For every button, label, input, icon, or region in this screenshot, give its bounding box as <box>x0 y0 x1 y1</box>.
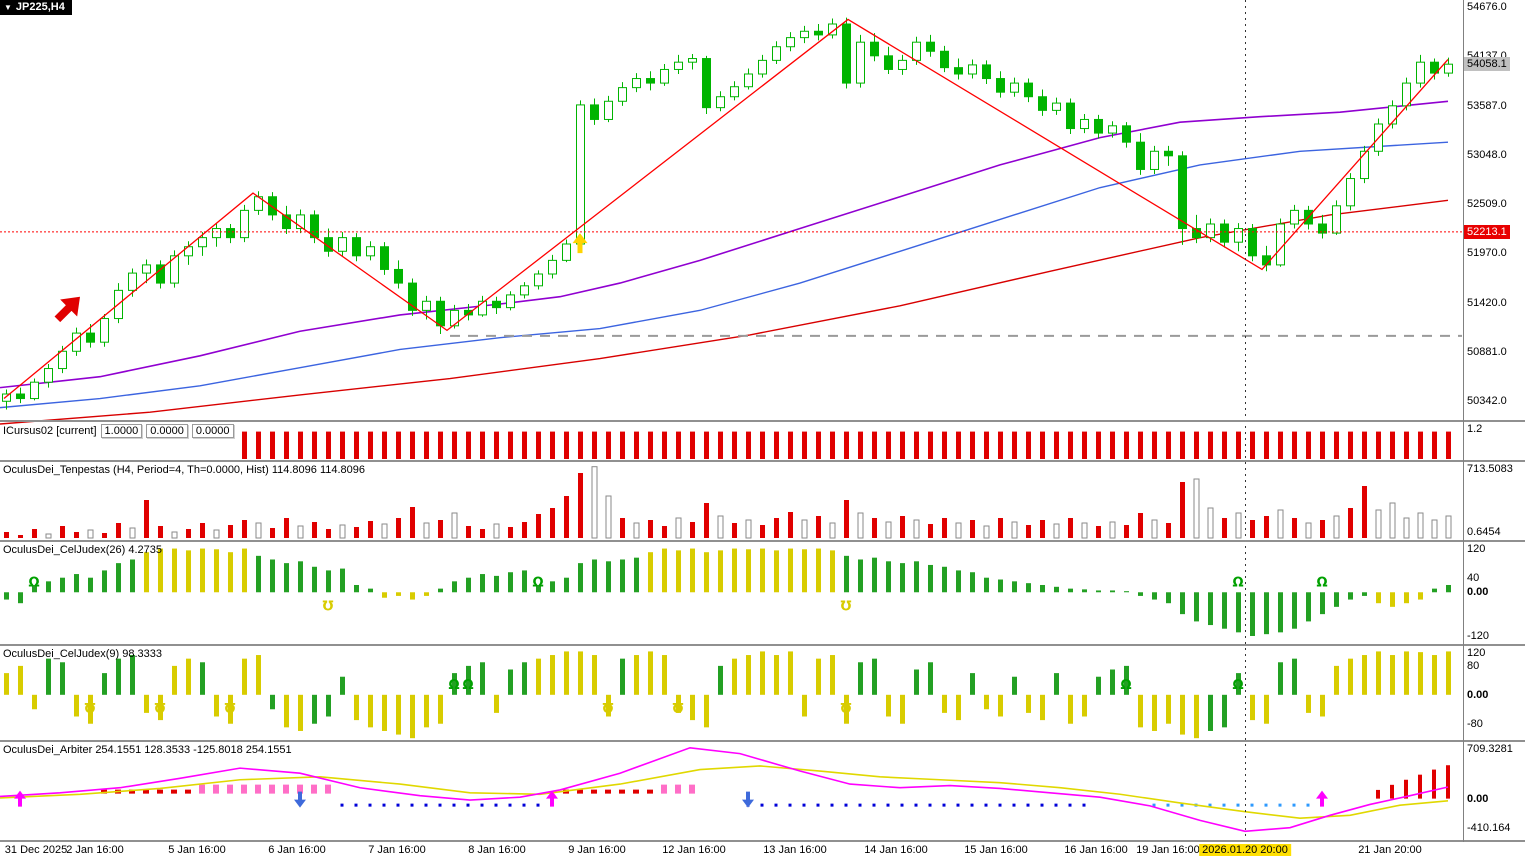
tenpestas-histogram-layer <box>4 466 1452 539</box>
signal-u-icon: Ω <box>840 699 851 714</box>
blue-down-arrow-icon <box>742 791 754 808</box>
candles-layer <box>2 17 1453 410</box>
icursus-histogram-layer <box>242 431 1451 459</box>
blue-down-arrow-icon <box>294 791 306 808</box>
moving-averages-layer <box>0 100 1449 425</box>
panel-separator <box>0 540 1525 542</box>
celjudex9-layer: Ω Ω Ω ΩΩ Ω Ω Ω Ω Ω <box>4 651 1451 739</box>
signal-omega-icon: Ω <box>532 575 543 590</box>
signal-u-icon: Ω <box>224 699 235 714</box>
celjudex26-layer: Ω Ω Ω Ω Ω Ω <box>4 548 1451 636</box>
magenta-up-arrow-icon <box>546 790 558 807</box>
signal-omega-icon: Ω <box>462 678 473 693</box>
red-upright-arrow-icon <box>54 296 80 323</box>
signal-u-icon: Ω <box>602 699 613 714</box>
magenta-up-arrow-icon <box>1316 790 1328 807</box>
signal-u-icon: Ω <box>84 699 95 714</box>
panel-separator <box>0 840 1525 842</box>
signal-omega-icon: Ω <box>28 575 39 590</box>
signal-u-icon: Ω <box>154 699 165 714</box>
panel-separator <box>0 644 1525 646</box>
signal-omega-icon: Ω <box>1316 575 1327 590</box>
arbiter-layer <box>0 746 1450 833</box>
zigzag-layer <box>3 18 1449 400</box>
signal-omega-icon: Ω <box>1120 678 1131 693</box>
signal-omega-icon: Ω <box>1232 678 1243 693</box>
signal-omega-icon: Ω <box>1232 575 1243 590</box>
signal-u-icon: Ω <box>672 699 683 714</box>
panel-separator <box>0 420 1525 422</box>
magenta-up-arrow-icon <box>14 790 26 807</box>
signal-u-icon: Ω <box>840 596 851 611</box>
yellow-up-arrow-icon <box>572 233 588 254</box>
signal-u-icon: Ω <box>322 596 333 611</box>
panel-separator <box>0 460 1525 462</box>
panel-separator <box>0 740 1525 742</box>
signal-omega-icon: Ω <box>448 678 459 693</box>
